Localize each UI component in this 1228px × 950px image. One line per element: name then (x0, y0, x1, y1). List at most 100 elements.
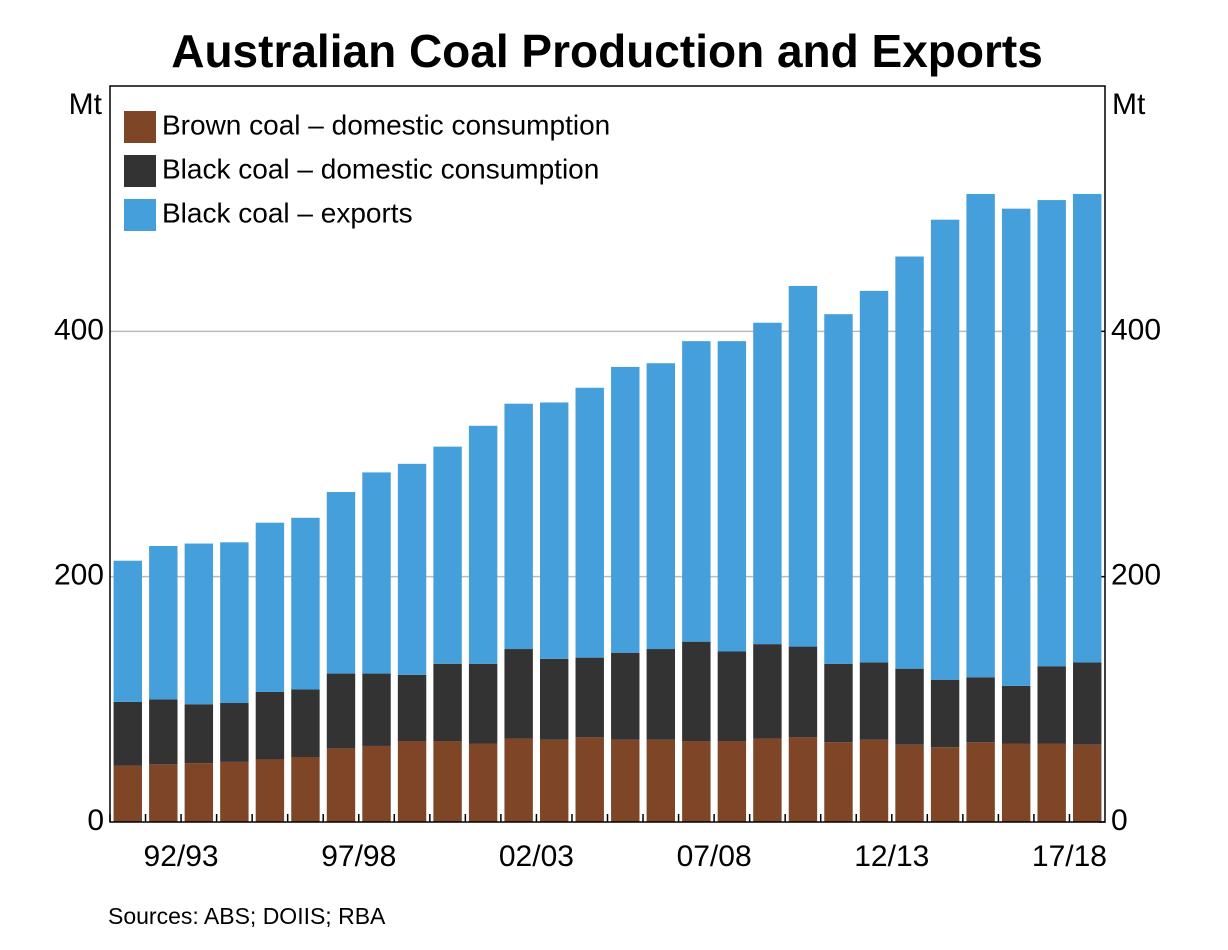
bar-segment (504, 738, 533, 822)
bar-segment (255, 691, 285, 760)
y2-tick-label: 200 (1111, 559, 1161, 592)
bar-segment (575, 657, 604, 738)
bar-segment (220, 703, 249, 762)
bar-segment (291, 689, 320, 757)
x-tick-label: 17/18 (1032, 840, 1107, 873)
bar-segment (149, 764, 178, 822)
bar-segment (753, 644, 782, 739)
bar-segment (824, 742, 853, 822)
bar-segment (788, 646, 818, 738)
legend-label: Black coal – exports (162, 197, 413, 228)
bar-segment (539, 402, 569, 659)
bar-segment (220, 761, 249, 822)
bar-segment (255, 522, 285, 692)
bar-segment (362, 745, 391, 822)
source-note: Sources: ABS; DOIIS; RBA (108, 903, 386, 929)
bar-segment (184, 704, 214, 764)
bar-segment (966, 193, 995, 678)
bar-segment (930, 679, 960, 748)
bar-segment (1037, 743, 1066, 822)
x-tick-label: 07/08 (677, 840, 752, 873)
bar-segment (113, 765, 142, 822)
bar-segment (468, 743, 498, 822)
bar-segment (611, 366, 640, 653)
bar-segment (1037, 666, 1066, 744)
bar-segment (930, 747, 960, 822)
legend-swatch (124, 155, 156, 187)
bar-segment (611, 652, 640, 740)
legend-swatch (124, 199, 156, 231)
bar-segment (504, 649, 533, 739)
bar-segment (113, 560, 142, 702)
bar-segment (753, 738, 782, 822)
bar-segment (113, 701, 142, 766)
bar-segment (1073, 193, 1102, 663)
plot-frame (109, 85, 1106, 823)
bar-segment (895, 256, 924, 669)
bar-segment (149, 546, 178, 700)
bar-segment (255, 759, 285, 822)
bar-segment (788, 285, 818, 647)
bar-segment (220, 542, 249, 704)
x-tick-label: 02/03 (499, 840, 574, 873)
bar-segment (824, 314, 853, 664)
bar-segment (539, 739, 569, 822)
bar-segment (966, 742, 995, 822)
y-tick-label: 200 (54, 559, 104, 592)
bar-segment (326, 492, 356, 674)
bar-segment (184, 543, 214, 705)
bar-segment (753, 322, 782, 645)
legend-swatch (124, 111, 156, 143)
legend-label: Brown coal – domestic consumption (162, 109, 610, 140)
x-tick-label: 92/93 (144, 840, 219, 873)
bar-segment (859, 739, 889, 822)
bar-segment (149, 699, 178, 765)
bar-segment (184, 763, 214, 822)
bar-segment (682, 341, 711, 642)
bar-segment (824, 663, 853, 743)
bar-segment (468, 663, 498, 744)
bar-segment (646, 363, 676, 650)
bar-segment (717, 651, 747, 742)
bar-segment (397, 741, 427, 822)
bar-segment (468, 425, 498, 664)
bar-segment (859, 290, 889, 663)
bar-segment (1001, 208, 1031, 686)
bar-segment (362, 472, 391, 674)
bar-segment (788, 737, 818, 822)
bar-segment (1001, 685, 1031, 744)
bar-segment (433, 741, 462, 822)
bar-segment (1037, 200, 1066, 667)
bar-segment (895, 744, 924, 822)
x-tick-label: 97/98 (321, 840, 396, 873)
y2-axis-label: Mt (1112, 88, 1146, 121)
bar-segment (362, 673, 391, 746)
bar-segment (326, 673, 356, 749)
bar-segment (1001, 743, 1031, 822)
y-tick-label: 0 (87, 804, 104, 837)
bar-segment (611, 739, 640, 822)
bar-segment (1073, 744, 1102, 822)
x-tick-label: 12/13 (854, 840, 929, 873)
bar-segment (646, 739, 676, 822)
y2-tick-label: 0 (1111, 804, 1128, 837)
y-axis-label: Mt (69, 88, 103, 121)
bar-segment (397, 674, 427, 742)
bar-segment (859, 662, 889, 740)
bar-segment (966, 677, 995, 743)
bar-segment (433, 446, 462, 664)
bar-segment (717, 341, 747, 652)
bar-segment (433, 663, 462, 742)
bar-segment (717, 741, 747, 822)
bar-segment (291, 756, 320, 822)
bar-segment (575, 387, 604, 658)
bar-segment (682, 741, 711, 822)
bar-segment (646, 649, 676, 740)
chart-title: Australian Coal Production and Exports (171, 25, 1043, 77)
bar-segment (504, 403, 533, 650)
bar-segment (397, 463, 427, 675)
bar-segment (682, 641, 711, 742)
legend-label: Black coal – domestic consumption (162, 153, 599, 184)
y-tick-label: 400 (54, 313, 104, 346)
